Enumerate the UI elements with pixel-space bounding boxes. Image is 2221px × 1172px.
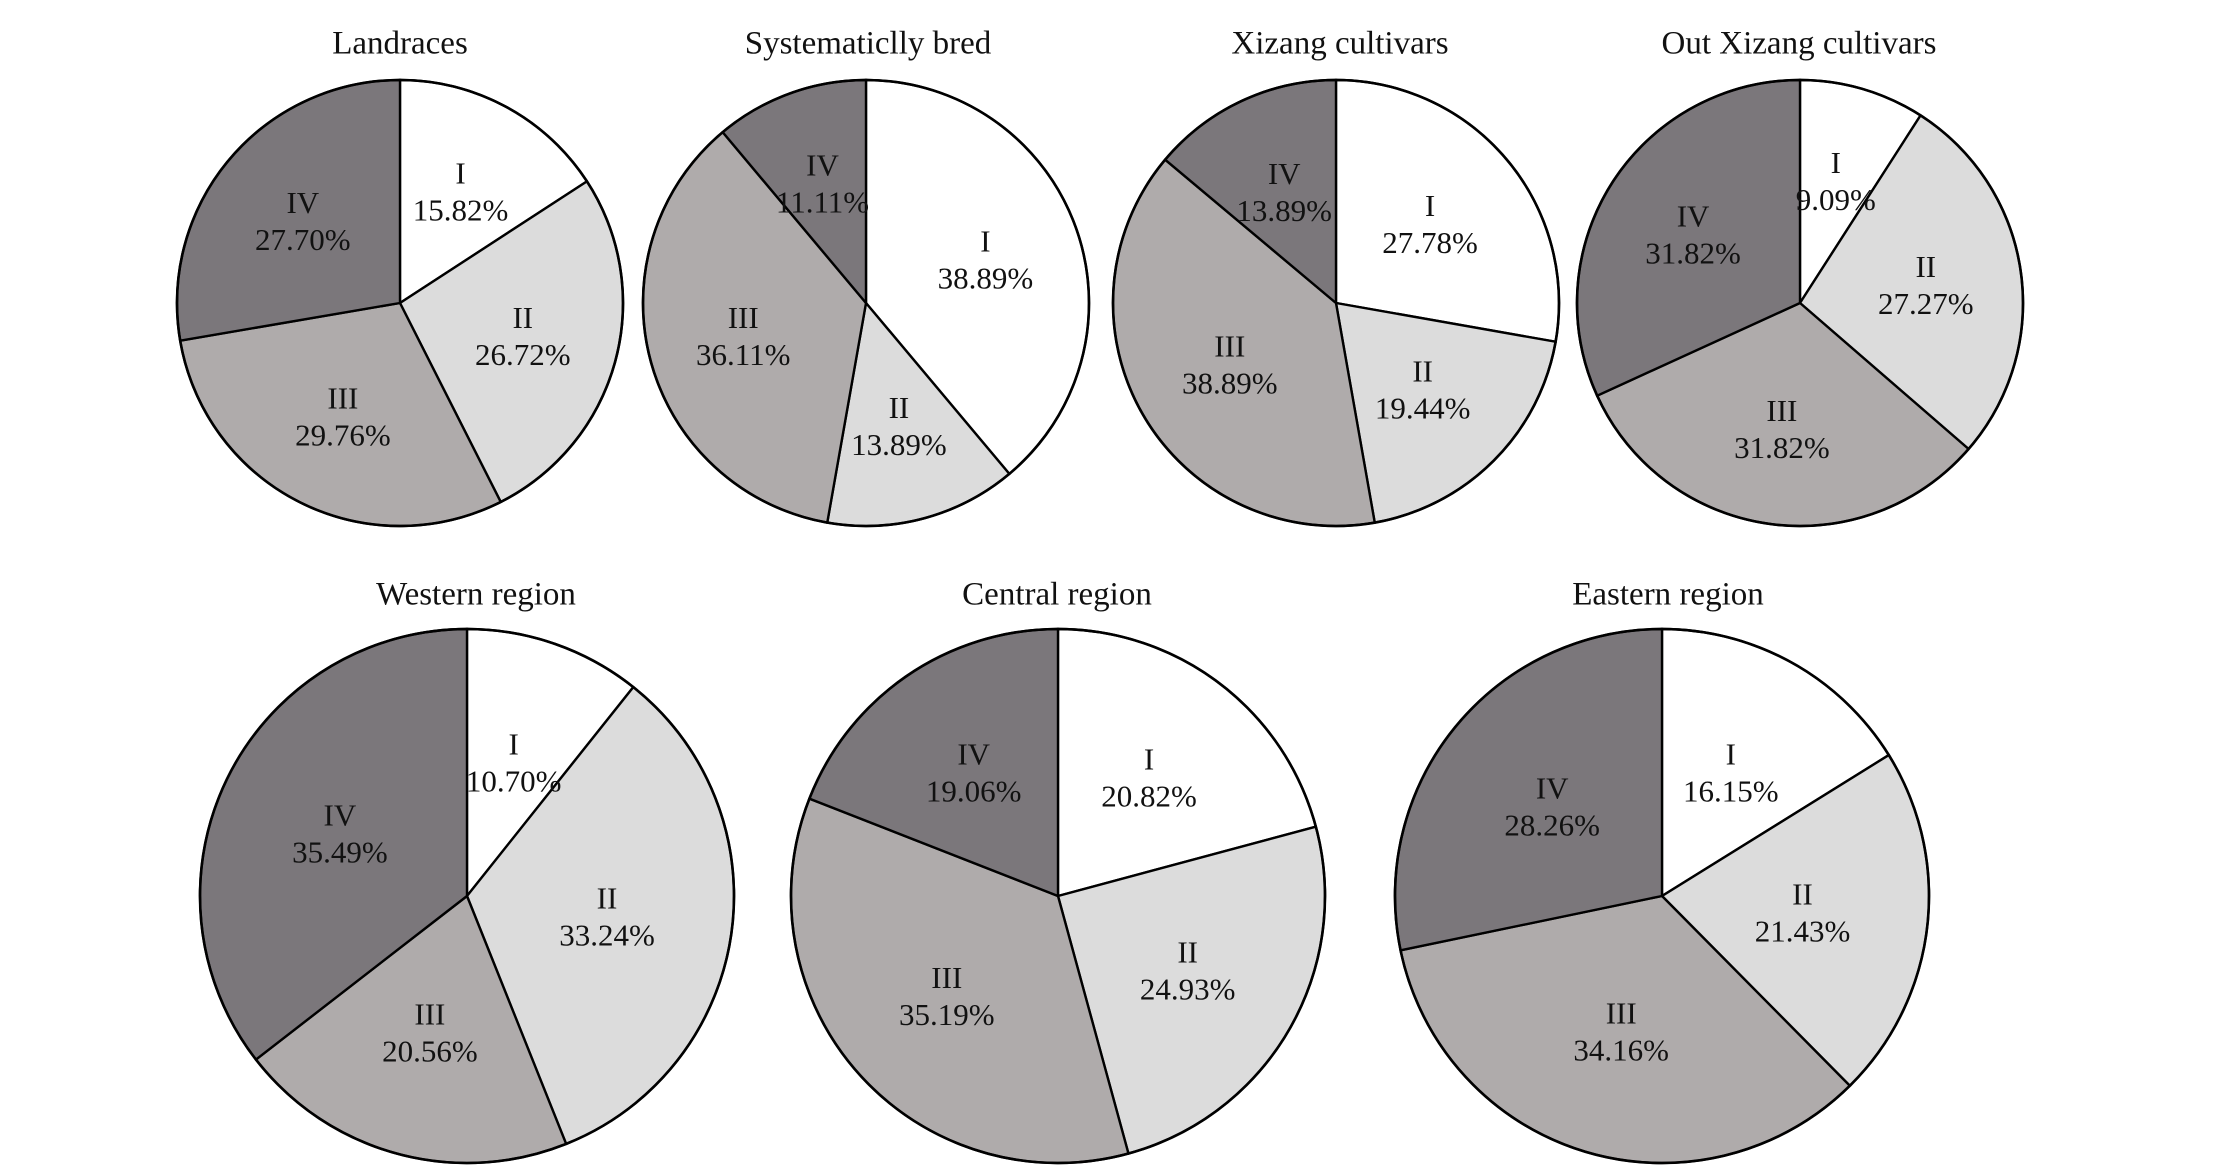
pie-label-western-region-i: I 10.70% — [466, 726, 562, 798]
pie-label-landraces-i: I 15.82% — [413, 155, 509, 227]
pie-label-systematiclly-bred-iii: III 36.11% — [696, 300, 790, 372]
pie-title-eastern-region: Eastern region — [1572, 577, 1764, 613]
pie-label-xizang-cultivars-ii: II 19.44% — [1375, 354, 1471, 426]
pie-outline-xizang-cultivars — [1111, 78, 1561, 528]
pie-chart-landraces: Landraces I 15.82% II 26.72% III 29.76% IV 27.7… — [175, 26, 625, 528]
pie-label-systematiclly-bred-iv: IV 11.11% — [776, 148, 869, 220]
pie-label-out-xizang-cultivars-iii: III 31.82% — [1734, 393, 1830, 465]
pie-title-landraces: Landraces — [332, 26, 468, 62]
pie-title-out-xizang-cultivars: Out Xizang cultivars — [1662, 26, 1937, 62]
pie-chart-xizang-cultivars: Xizang cultivars I 27.78% II 19.44% III 38.89… — [1111, 26, 1561, 528]
pie-label-western-region-iv: IV 35.49% — [292, 798, 388, 870]
pie-label-xizang-cultivars-iii: III 38.89% — [1182, 328, 1278, 400]
pie-label-landraces-iii: III 29.76% — [295, 381, 391, 453]
pie-title-central-region: Central region — [962, 577, 1152, 613]
pie-slice-xizang-cultivars-i — [1334, 78, 1561, 344]
pie-label-central-region-iii: III 35.19% — [899, 960, 995, 1032]
pie-label-out-xizang-cultivars-iv: IV 31.82% — [1645, 198, 1741, 270]
pie-outline-western-region — [198, 627, 736, 1165]
pie-label-out-xizang-cultivars-ii: II 27.27% — [1878, 249, 1974, 321]
pie-outline-out-xizang-cultivars — [1575, 78, 2025, 528]
pie-label-systematiclly-bred-ii: II 13.89% — [851, 390, 947, 462]
pie-outline-landraces — [175, 78, 625, 528]
pie-label-central-region-iv: IV 19.06% — [926, 737, 1022, 809]
pie-label-eastern-region-i: I 16.15% — [1683, 736, 1779, 808]
pie-chart-out-xizang-cultivars: Out Xizang cultivars I 9.09%II 27.27% III 31… — [1575, 26, 2025, 528]
pie-label-central-region-ii: II 24.93% — [1140, 934, 1236, 1006]
pie-chart-western-region: Western region I 10.70% II 33.24% III 20.56% I… — [198, 577, 736, 1165]
pie-label-xizang-cultivars-i: I 27.78% — [1382, 188, 1478, 260]
pie-title-xizang-cultivars: Xizang cultivars — [1231, 26, 1448, 62]
pie-label-western-region-iii: III 20.56% — [382, 997, 478, 1069]
pie-outline-eastern-region — [1393, 627, 1931, 1165]
pie-label-eastern-region-iv: IV 28.26% — [1504, 771, 1600, 843]
pie-label-xizang-cultivars-iv: IV 13.89% — [1236, 156, 1332, 228]
pie-label-central-region-i: I 20.82% — [1101, 741, 1197, 813]
pie-chart-central-region: Central region I 20.82% II 24.93% III 35.19% I… — [789, 577, 1327, 1165]
pie-slice-eastern-region-iv — [1393, 627, 1664, 952]
pie-label-eastern-region-iii: III 34.16% — [1573, 996, 1669, 1068]
pie-title-western-region: Western region — [376, 577, 576, 613]
pie-label-systematiclly-bred-i: I 38.89% — [938, 224, 1034, 296]
pie-chart-eastern-region: Eastern region I 16.15% II 21.43% III 34.16% I… — [1393, 577, 1931, 1165]
pie-outline-central-region — [789, 627, 1327, 1165]
pie-chart-systematiclly-bred: Systematiclly bred I 38.89% II 13.89% III 36.… — [641, 26, 1091, 528]
pie-label-landraces-ii: II 26.72% — [475, 300, 571, 372]
pie-label-out-xizang-cultivars-i: I 9.09% — [1796, 145, 1876, 217]
pie-outline-systematiclly-bred — [641, 78, 1091, 528]
pie-label-eastern-region-ii: II 21.43% — [1755, 877, 1851, 949]
pie-title-systematiclly-bred: Systematiclly bred — [745, 26, 992, 62]
pie-label-western-region-ii: II 33.24% — [559, 881, 655, 953]
pie-label-landraces-iv: IV 27.70% — [255, 185, 351, 257]
